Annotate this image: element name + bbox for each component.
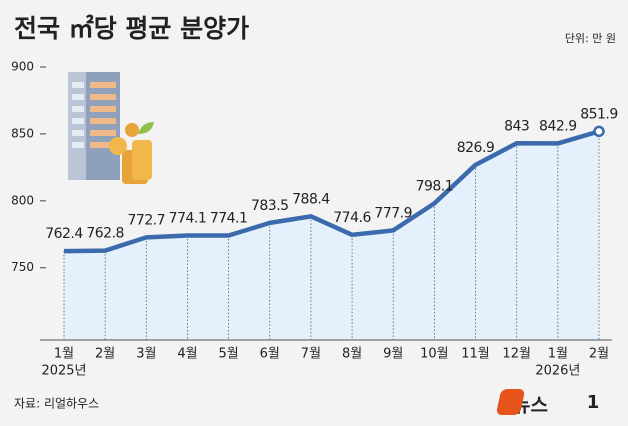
- value-label: 774.1: [169, 210, 207, 226]
- logo-badge: [496, 389, 525, 415]
- x-tick-label: 2월: [95, 347, 115, 362]
- area: [64, 131, 599, 340]
- x-tick-label: 1월: [54, 347, 74, 362]
- x-tick-label: 1월: [548, 347, 568, 362]
- logo-number: 1: [587, 392, 600, 413]
- value-label: 851.9: [580, 106, 618, 122]
- x-tick-label: 10월: [420, 347, 449, 362]
- x-tick-label: 5월: [218, 347, 238, 362]
- x-tick-label: 2월: [589, 347, 609, 362]
- y-tick-label: 850: [11, 126, 34, 140]
- value-label: 774.6: [333, 210, 371, 226]
- value-label: 762.8: [86, 226, 124, 242]
- unit-label: 단위: 만 원: [565, 32, 616, 45]
- x-tick-label: 8월: [342, 347, 362, 362]
- value-label: 843: [504, 118, 529, 134]
- value-label: 788.4: [292, 191, 330, 207]
- x-tick-label: 6월: [260, 347, 280, 362]
- value-label: 826.9: [457, 140, 495, 156]
- x-tick-label: 12월: [502, 347, 531, 362]
- value-label: 762.4: [45, 226, 83, 242]
- line: [63, 129, 600, 254]
- x-tick-label: 3월: [136, 347, 156, 362]
- end-marker: [593, 125, 605, 138]
- logo: 뉴스 1: [496, 389, 599, 417]
- source: 자료: 리얼하우스: [14, 397, 99, 411]
- x-tick-label: 7월: [301, 347, 321, 362]
- x-tick-label: 11월: [461, 347, 490, 362]
- year-label: 2025년: [41, 364, 86, 379]
- x-tick-label: 9월: [383, 347, 403, 362]
- y-tick-label: 750: [11, 260, 34, 274]
- value-label: 774.1: [210, 210, 248, 226]
- x-tick-label: 4월: [177, 347, 197, 362]
- value-label: 842.9: [539, 118, 577, 134]
- value-label: 783.5: [251, 198, 289, 214]
- year-label: 2026년: [535, 364, 580, 379]
- value-label: 777.9: [374, 205, 412, 221]
- y-tick-label: 900: [11, 60, 34, 74]
- value-label: 772.7: [128, 212, 166, 228]
- y-tick-label: 800: [11, 193, 34, 207]
- building-illustration: [68, 72, 154, 184]
- chart-title: 전국 ㎡당 평균 분양가: [14, 14, 249, 43]
- value-label: 798.1: [416, 178, 454, 194]
